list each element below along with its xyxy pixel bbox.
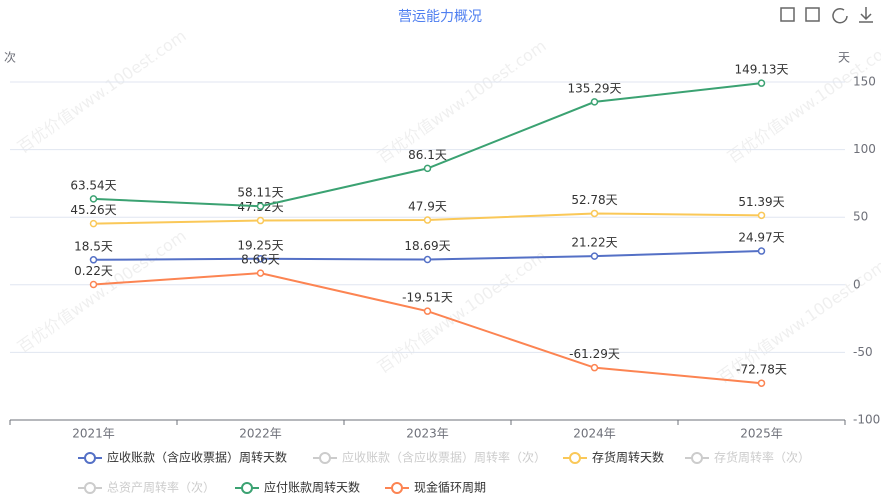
point [590,252,599,260]
data-label: 24.97天 [738,231,784,245]
legend-marker [691,452,703,464]
y2-tick-label: 0 [853,277,861,291]
data-label: 86.1天 [408,148,447,162]
x-tick-label: 2023年 [406,427,449,441]
point [89,256,98,264]
y2-tick-label: 50 [853,210,868,224]
legend-marker [241,482,253,494]
data-label: 45.26天 [70,203,116,217]
point [757,379,766,387]
point [256,269,265,277]
data-label: 58.11天 [237,186,283,200]
data-label: 135.29天 [568,81,622,95]
data-label: -61.29天 [569,347,620,361]
data-label: 18.69天 [404,239,450,253]
y2-tick-label: 100 [853,142,876,156]
data-label: 149.13天 [735,63,789,77]
tool-zoom[interactable] [805,7,820,22]
point [590,98,599,106]
legend-label[interactable]: 存货周转率（次） [714,450,810,465]
tool-save[interactable] [859,7,873,23]
data-label: -19.51天 [402,291,453,305]
y-axis-label: 次 [4,51,16,65]
watermark: 百优价值www.100est.com [374,246,550,377]
point [256,255,265,263]
point [423,307,432,315]
point [757,211,766,220]
legend-marker [84,452,96,464]
y2-axis-label: 天 [838,51,850,65]
data-label: 63.54天 [70,178,116,192]
legend-marker [84,482,96,494]
data-label: -72.78天 [736,363,787,377]
tool-restore[interactable] [832,8,848,24]
legend-label[interactable]: 应收账款（含应收票据）周转率（次） [342,450,546,465]
point [590,209,599,218]
data-label: 19.25天 [237,238,283,252]
point [757,247,766,255]
point [256,216,265,225]
point [423,216,432,224]
data-label: 47.9天 [408,200,447,214]
tool-data-view[interactable] [780,7,795,22]
legend-label[interactable]: 总资产周转率（次） [107,480,215,495]
legend-marker [569,452,581,464]
legend-label[interactable]: 现金循环周期 [414,480,486,495]
x-tick-label: 2025年 [740,427,783,441]
legend-label[interactable]: 应付账款周转天数 [264,480,360,495]
legend-label[interactable]: 应收账款（含应收票据）周转天数 [107,450,287,465]
y2-tick-label: 150 [853,75,876,89]
watermark: 百优价值www.100est.com [14,26,190,157]
line [93,82,762,208]
legend-marker [391,482,403,494]
point [590,363,599,372]
x-tick-label: 2021年 [72,427,115,441]
x-tick-label: 2022年 [239,427,282,441]
chart-title: 营运能力概况 [398,9,482,25]
point [757,79,766,87]
data-label: 8.66天 [241,253,280,267]
legend-marker [319,452,331,464]
x-tick-label: 2024年 [573,427,616,441]
point [423,255,432,264]
point [89,280,98,289]
point [89,219,98,228]
y2-tick-label: -50 [853,345,873,359]
data-label: 52.78天 [571,193,617,207]
data-label: 18.5天 [74,239,113,253]
data-label: 51.39天 [738,195,784,209]
legend-label[interactable]: 存货周转天数 [592,450,664,465]
watermark: 百优价值www.100est.com [374,36,550,167]
point [89,195,98,203]
point [423,164,432,173]
y2-tick-label: -100 [853,413,880,427]
toolbox [780,7,873,24]
point [256,202,265,210]
data-label: 21.22天 [571,236,617,250]
data-label: 0.22天 [74,264,113,278]
